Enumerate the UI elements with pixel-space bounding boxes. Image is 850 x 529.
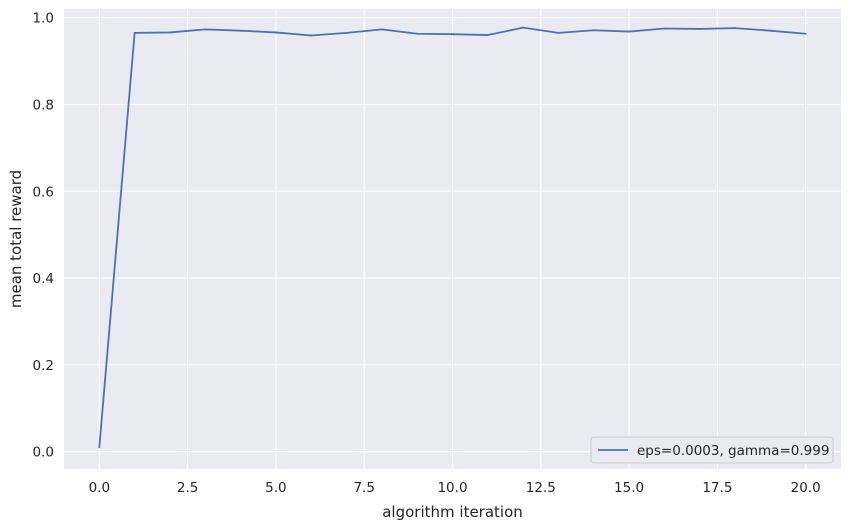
data-point [663,27,666,30]
data-point [204,28,207,31]
x-gridlines [98,9,807,469]
data-point [451,33,454,36]
x-tick-label: 7.5 [353,480,374,496]
x-axis-label: algorithm iteration [382,503,523,521]
data-point [734,27,736,29]
y-tick-label: 0.2 [33,358,54,374]
data-point [275,31,277,34]
legend-label: eps=0.0003, gamma=0.999 [637,443,829,459]
x-tick-label: 2.5 [177,480,198,496]
x-tick-label: 17.5 [702,480,732,496]
y-tick-label: 0.8 [33,97,54,113]
data-point [380,28,383,31]
y-tick-labels: 0.0 0.2 0.4 0.6 0.8 1.0 [33,11,54,461]
x-tick-label: 5.0 [265,480,286,496]
x-tick-labels: 0.0 2.5 5.0 7.5 10.0 12.5 15.0 17.5 20.0 [89,480,821,496]
y-axis-label: mean total reward [7,170,25,308]
data-point [628,30,630,33]
x-tick-label: 20.0 [791,480,821,496]
data-point [592,29,595,32]
series-group [98,26,807,449]
y-tick-label: 0.0 [33,445,54,461]
data-point [169,31,171,34]
y-tick-label: 0.6 [33,184,54,200]
data-point [133,31,136,34]
y-tick-label: 0.4 [33,271,54,287]
data-point [557,31,560,34]
legend: eps=0.0003, gamma=0.999 [590,436,834,464]
data-point [522,26,525,29]
legend-box [590,436,834,464]
x-tick-label: 10.0 [437,480,467,496]
data-point [769,29,772,32]
x-tick-label: 12.5 [526,480,556,496]
data-point [345,31,348,34]
data-point [804,32,807,35]
y-tick-label: 1.0 [33,11,54,27]
data-point [416,32,419,35]
data-point [239,29,242,32]
data-point [98,446,101,449]
data-point [310,34,313,37]
data-point [698,28,701,30]
data-point [486,34,489,36]
x-tick-label: 0.0 [89,480,110,496]
x-tick-label: 15.0 [614,480,644,496]
